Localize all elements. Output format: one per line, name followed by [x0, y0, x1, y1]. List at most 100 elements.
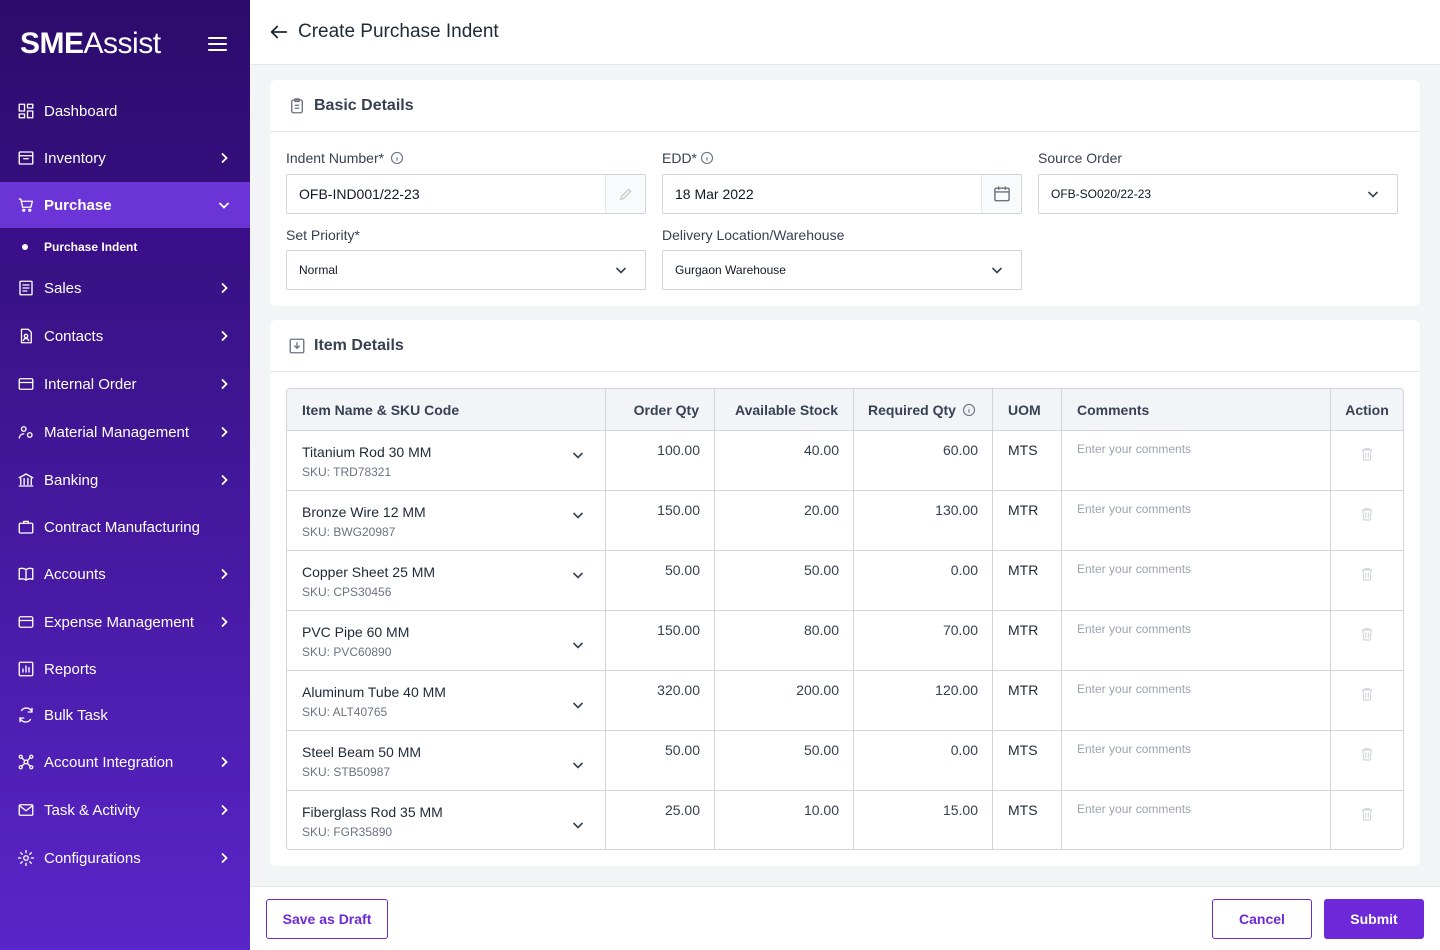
sidebar-item-inventory[interactable]: Inventory	[0, 135, 250, 181]
calendar-button[interactable]	[981, 175, 1021, 213]
comments-input[interactable]: Enter your comments	[1061, 551, 1330, 610]
item-name-cell[interactable]: Copper Sheet 25 MM SKU: CPS30456	[287, 551, 605, 610]
item-name: Steel Beam 50 MM	[302, 744, 422, 760]
comments-input[interactable]: Enter your comments	[1061, 731, 1330, 790]
sidebar: SMEAssist Dashboard Inventory Purchase Sale…	[0, 0, 250, 950]
chevron-down-icon[interactable]	[570, 567, 586, 583]
order-qty-input[interactable]: 320.00	[605, 671, 714, 730]
task-icon	[17, 801, 35, 819]
sidebar-item-expense-management[interactable]: Expense Management	[0, 599, 250, 645]
save-as-draft-button[interactable]: Save as Draft	[266, 899, 388, 939]
order-qty-input[interactable]: 150.00	[605, 491, 714, 550]
trash-icon[interactable]	[1359, 505, 1375, 523]
trash-icon[interactable]	[1359, 685, 1375, 703]
required-qty-input[interactable]: 130.00	[853, 491, 992, 550]
edd-label: EDD*	[662, 150, 714, 166]
item-name-cell[interactable]: PVC Pipe 60 MM SKU: PVC60890	[287, 611, 605, 670]
hamburger-menu-icon[interactable]	[208, 37, 227, 51]
item-name-cell[interactable]: Titanium Rod 30 MM SKU: TRD78321	[287, 431, 605, 490]
comments-input[interactable]: Enter your comments	[1061, 671, 1330, 730]
required-qty-input[interactable]: 60.00	[853, 431, 992, 490]
sidebar-item-purchase[interactable]: Purchase	[0, 182, 250, 228]
table-row: Steel Beam 50 MM SKU: STB50987 50.00 50.…	[287, 730, 1403, 790]
available-stock-value: 50.00	[714, 731, 853, 790]
required-qty-input[interactable]: 0.00	[853, 551, 992, 610]
chevron-down-icon[interactable]	[570, 757, 586, 773]
chevron-down-icon[interactable]	[570, 507, 586, 523]
trash-icon[interactable]	[1359, 625, 1375, 643]
sidebar-item-contacts[interactable]: Contacts	[0, 313, 250, 359]
priority-select[interactable]: Normal	[286, 250, 646, 290]
required-qty-input[interactable]: 0.00	[853, 731, 992, 790]
sidebar-item-internal-order[interactable]: Internal Order	[0, 361, 250, 407]
chevron-right-icon	[221, 568, 228, 580]
comments-input[interactable]: Enter your comments	[1061, 431, 1330, 490]
order-qty-input[interactable]: 50.00	[605, 731, 714, 790]
source-order-select[interactable]: OFB-SO020/22-23	[1038, 174, 1398, 214]
order-qty-input[interactable]: 50.00	[605, 551, 714, 610]
sidebar-item-configurations[interactable]: Configurations	[0, 835, 250, 881]
item-name-cell[interactable]: Fiberglass Rod 35 MM SKU: FGR35890	[287, 791, 605, 849]
sidebar-item-dashboard[interactable]: Dashboard	[0, 88, 250, 134]
sidebar-item-sales[interactable]: Sales	[0, 265, 250, 311]
chevron-down-icon[interactable]	[570, 817, 586, 833]
trash-icon[interactable]	[1359, 805, 1375, 823]
required-qty-input[interactable]: 120.00	[853, 671, 992, 730]
sidebar-item-reports[interactable]: Reports	[0, 646, 250, 692]
brand-logo[interactable]: SMEAssist	[20, 27, 161, 60]
comments-input[interactable]: Enter your comments	[1061, 791, 1330, 849]
order-qty-input[interactable]: 25.00	[605, 791, 714, 849]
sidebar-item-contract-manufacturing[interactable]: Contract Manufacturing	[0, 504, 250, 550]
chevron-right-icon	[221, 756, 228, 768]
sidebar-subitem-purchase-indent[interactable]: Purchase Indent	[0, 230, 250, 264]
edit-pencil-button[interactable]	[605, 175, 645, 213]
order-qty-input[interactable]: 150.00	[605, 611, 714, 670]
book-icon	[17, 565, 35, 583]
info-icon[interactable]	[390, 151, 404, 165]
info-icon[interactable]	[962, 403, 976, 417]
sidebar-item-account-integration[interactable]: Account Integration	[0, 739, 250, 785]
trash-icon[interactable]	[1359, 565, 1375, 583]
chevron-down-icon	[1367, 191, 1379, 198]
sidebar-item-material-management[interactable]: Material Management	[0, 409, 250, 455]
edd-date-field[interactable]: 18 Mar 2022	[662, 174, 1022, 214]
chevron-down-icon[interactable]	[570, 637, 586, 653]
table-row: PVC Pipe 60 MM SKU: PVC60890 150.00 80.0…	[287, 610, 1403, 670]
back-arrow-icon[interactable]	[268, 21, 290, 43]
chevron-right-icon	[221, 852, 228, 864]
delivery-location-select[interactable]: Gurgaon Warehouse	[662, 250, 1022, 290]
table-row: Bronze Wire 12 MM SKU: BWG20987 150.00 2…	[287, 490, 1403, 550]
submit-button[interactable]: Submit	[1324, 899, 1424, 939]
available-stock-value: 200.00	[714, 671, 853, 730]
sidebar-item-bulk-task[interactable]: Bulk Task	[0, 692, 250, 738]
chevron-right-icon	[221, 426, 228, 438]
action-cell	[1330, 491, 1403, 550]
table-row: Copper Sheet 25 MM SKU: CPS30456 50.00 5…	[287, 550, 1403, 610]
chevron-down-icon[interactable]	[570, 447, 586, 463]
action-cell	[1330, 671, 1403, 730]
indent-number-field[interactable]: OFB-IND001/22-23	[286, 174, 646, 214]
item-sku: SKU: ALT40765	[302, 705, 388, 719]
comments-input[interactable]: Enter your comments	[1061, 611, 1330, 670]
cart-icon	[17, 196, 35, 214]
sidebar-item-label: Configurations	[44, 849, 141, 867]
header-action: Action	[1330, 389, 1403, 430]
wallet-icon	[17, 613, 35, 631]
item-name-cell[interactable]: Bronze Wire 12 MM SKU: BWG20987	[287, 491, 605, 550]
sidebar-item-banking[interactable]: Banking	[0, 457, 250, 503]
required-qty-input[interactable]: 70.00	[853, 611, 992, 670]
info-icon[interactable]	[700, 151, 714, 165]
sidebar-item-accounts[interactable]: Accounts	[0, 551, 250, 597]
item-name-cell[interactable]: Aluminum Tube 40 MM SKU: ALT40765	[287, 671, 605, 730]
comments-input[interactable]: Enter your comments	[1061, 491, 1330, 550]
item-name: Titanium Rod 30 MM	[302, 444, 432, 460]
item-name-cell[interactable]: Steel Beam 50 MM SKU: STB50987	[287, 731, 605, 790]
trash-icon[interactable]	[1359, 445, 1375, 463]
trash-icon[interactable]	[1359, 745, 1375, 763]
cancel-button[interactable]: Cancel	[1212, 899, 1312, 939]
chevron-right-icon	[221, 330, 228, 342]
sidebar-item-task-activity[interactable]: Task & Activity	[0, 787, 250, 833]
required-qty-input[interactable]: 15.00	[853, 791, 992, 849]
chevron-down-icon[interactable]	[570, 697, 586, 713]
order-qty-input[interactable]: 100.00	[605, 431, 714, 490]
